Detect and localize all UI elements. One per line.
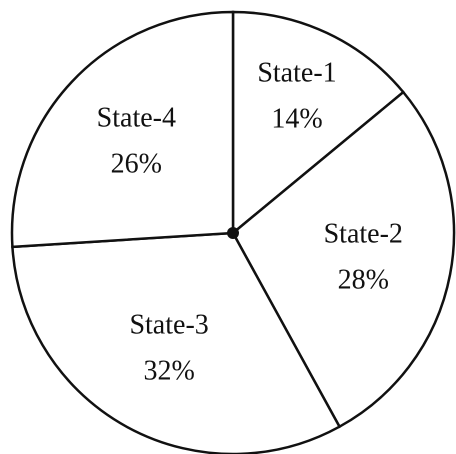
pie-slice [11,231,342,454]
slice-value-label: 26% [111,149,162,180]
slice-value-label: 32% [143,356,194,387]
slice-label: State-4 [97,103,176,134]
slice-label: State-3 [129,310,208,341]
pie-slice [231,90,456,429]
slice-value-label: 14% [271,103,322,134]
slice-label: State-1 [257,57,336,88]
pie-slice [10,10,235,249]
slice-value-label: 28% [338,264,389,295]
center-dot [227,227,239,239]
pie-slice [231,10,406,236]
slice-label: State-2 [324,218,403,249]
